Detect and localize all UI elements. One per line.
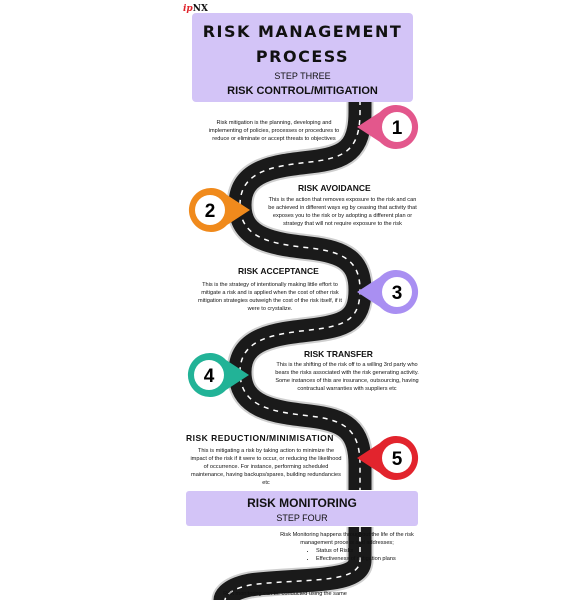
marker-3-inner: [382, 277, 412, 307]
winding-road: [211, 100, 374, 600]
monitoring-content: Risk Monitoring happens throughout the l…: [272, 531, 422, 563]
heading-risk-reduction: RISK REDUCTION/MINIMISATION: [186, 433, 334, 443]
marker-1: 1: [357, 104, 419, 149]
marker-5-inner: [382, 443, 412, 473]
marker-5-label: 5: [392, 449, 403, 470]
monitoring-title: RISK MONITORING: [247, 496, 357, 510]
heading-risk-transfer: RISK TRANSFER: [304, 349, 373, 359]
marker-4-inner: [194, 360, 224, 390]
monitoring-bullet: Effectiveness of mitigation plans: [316, 555, 422, 563]
section-subtitle: RISK CONTROL/MITIGATION: [227, 85, 378, 97]
text-risk-avoidance: This is the action that removes exposure…: [268, 197, 417, 227]
monitoring-footer-text: Risk monitoring can be conducted using t…: [223, 591, 347, 597]
text-risk-transfer: This is the shifting of the risk off to …: [275, 362, 419, 392]
marker-5: 5: [357, 436, 419, 480]
marker-1-label: 1: [392, 118, 403, 139]
marker-1-inner: [382, 112, 412, 142]
monitoring-bullets: Status of Risks Effectiveness of mitigat…: [306, 547, 422, 563]
road-center-line: [239, 100, 361, 490]
monitoring-text: Risk Monitoring happens throughout the l…: [280, 532, 414, 546]
monitoring-bullet: Status of Risks: [316, 547, 422, 555]
marker-4: 4: [187, 353, 249, 398]
header-box: [192, 13, 413, 102]
marker-4-label: 4: [204, 366, 215, 387]
text-risk-acceptance: This is the strategy of intentionally ma…: [198, 282, 342, 312]
step-label: STEP THREE: [274, 71, 331, 81]
heading-risk-acceptance: RISK ACCEPTANCE: [238, 266, 319, 276]
text-risk-reduction: This is mitigating a risk by taking acti…: [190, 448, 342, 486]
intro-text: Risk mitigation is the planning, develop…: [208, 120, 340, 142]
monitoring-box: [186, 491, 418, 526]
logo-text: NX: [192, 4, 208, 14]
heading-risk-avoidance: RISK AVOIDANCE: [298, 183, 371, 193]
marker-2-inner: [195, 195, 225, 225]
marker-2: 2: [188, 188, 250, 233]
marker-3: 3: [357, 270, 419, 314]
marker-2-label: 2: [205, 201, 216, 222]
logo: ipNX: [183, 4, 208, 14]
logo-accent: ip: [183, 4, 193, 14]
marker-3-label: 3: [392, 283, 403, 304]
page-title-line1: RISK MANAGEMENT: [202, 22, 403, 41]
page-title-line2: PROCESS: [255, 47, 350, 66]
monitoring-step: STEP FOUR: [276, 513, 328, 523]
road-center-line: [224, 527, 361, 600]
